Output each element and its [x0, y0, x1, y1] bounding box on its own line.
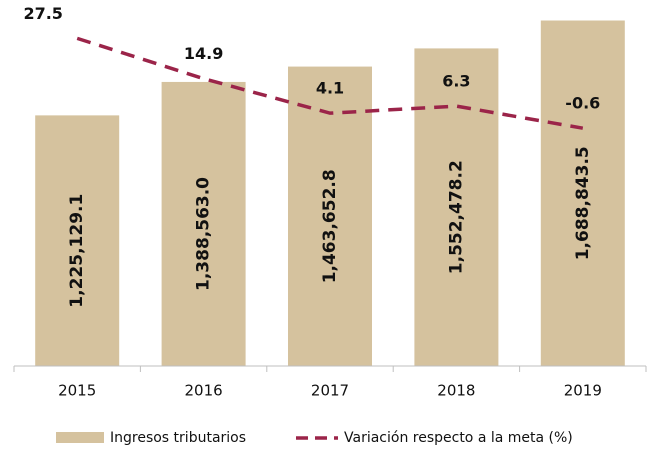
x-tick-label: 2015 [58, 382, 96, 400]
x-tick-label: 2019 [564, 382, 602, 400]
line-value-label: -0.6 [565, 94, 600, 113]
x-tick-label: 2017 [311, 382, 349, 400]
bar [414, 48, 499, 366]
legend-label: Ingresos tributarios [110, 430, 246, 446]
line-value-label: 27.5 [23, 4, 62, 23]
bar-value-label: 1,463,652.8 [320, 169, 340, 283]
line [76, 36, 584, 130]
line-value-label: 4.1 [316, 79, 344, 98]
bar-value-label: 1,225,129.1 [67, 194, 87, 308]
line-value-label: 14.9 [184, 44, 223, 63]
line-value-label: 6.3 [442, 72, 470, 91]
x-tick-label: 2018 [437, 382, 475, 400]
bar [161, 81, 246, 366]
bar [288, 66, 372, 366]
legend-swatch [56, 432, 104, 443]
legend-label: Variación respecto a la meta (%) [344, 430, 573, 446]
bar [540, 20, 625, 367]
bar [35, 115, 120, 366]
bar-value-label: 1,388,563.0 [194, 177, 214, 291]
x-tick-label: 2016 [185, 382, 223, 400]
bar-value-label: 1,552,478.2 [446, 160, 466, 274]
bar-value-label: 1,688,843.5 [573, 146, 593, 260]
